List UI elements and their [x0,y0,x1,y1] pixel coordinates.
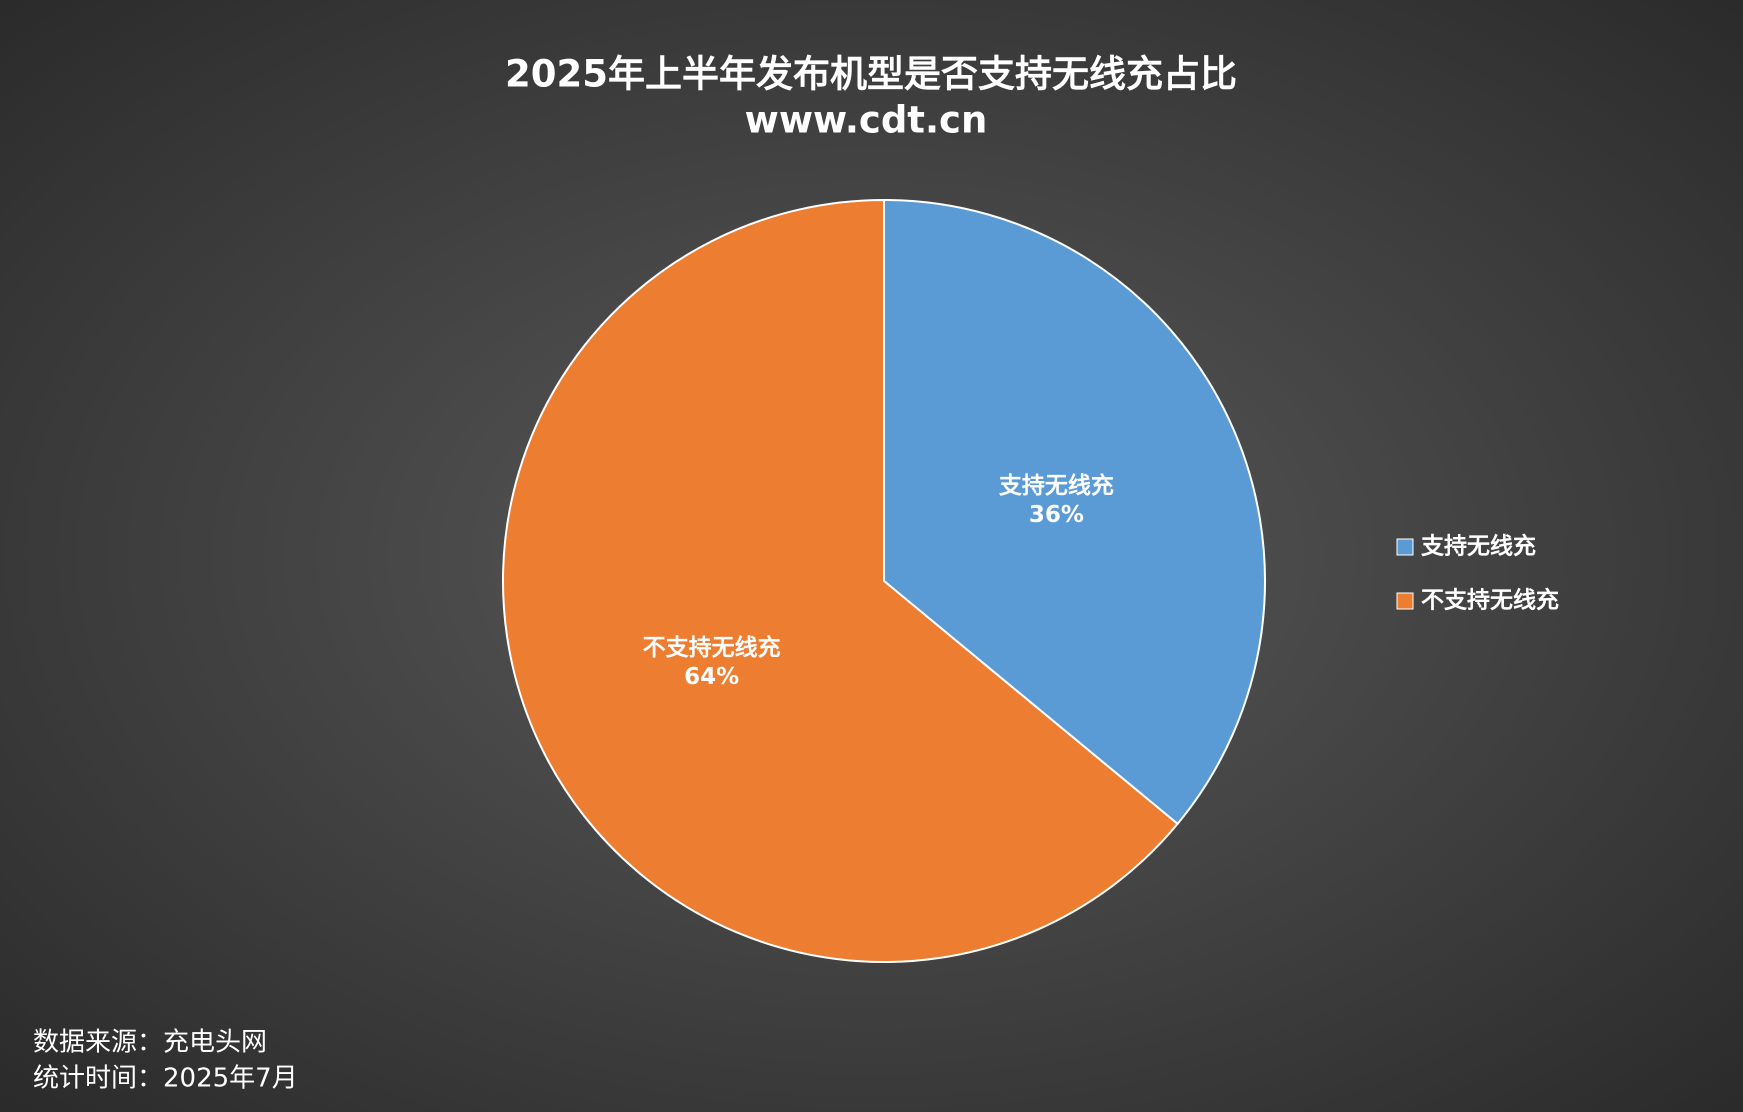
data-label: 支持无线充 36% [998,471,1114,527]
legend-swatch [1396,538,1414,556]
data-label-category: 支持无线充 [998,471,1114,498]
data-label: 不支持无线充 64% [643,634,781,690]
legend-swatch [1396,592,1414,610]
pie-slice [883,198,1266,826]
legend-label: 不支持无线充 [1421,587,1559,614]
source-note: 数据来源：充电头网 [33,1028,267,1058]
data-label-category: 不支持无线充 [643,634,781,661]
legend-label: 支持无线充 [1420,533,1536,560]
data-label-value: 36% [1029,501,1084,527]
date-note: 统计时间：2025年7月 [33,1064,298,1094]
chart-title: 2025年上半年发布机型是否支持无线充占比 [505,53,1237,96]
chart-subtitle: www.cdt.cn [745,99,988,142]
data-label-value: 64% [684,664,739,690]
pie-slice [502,198,1179,963]
